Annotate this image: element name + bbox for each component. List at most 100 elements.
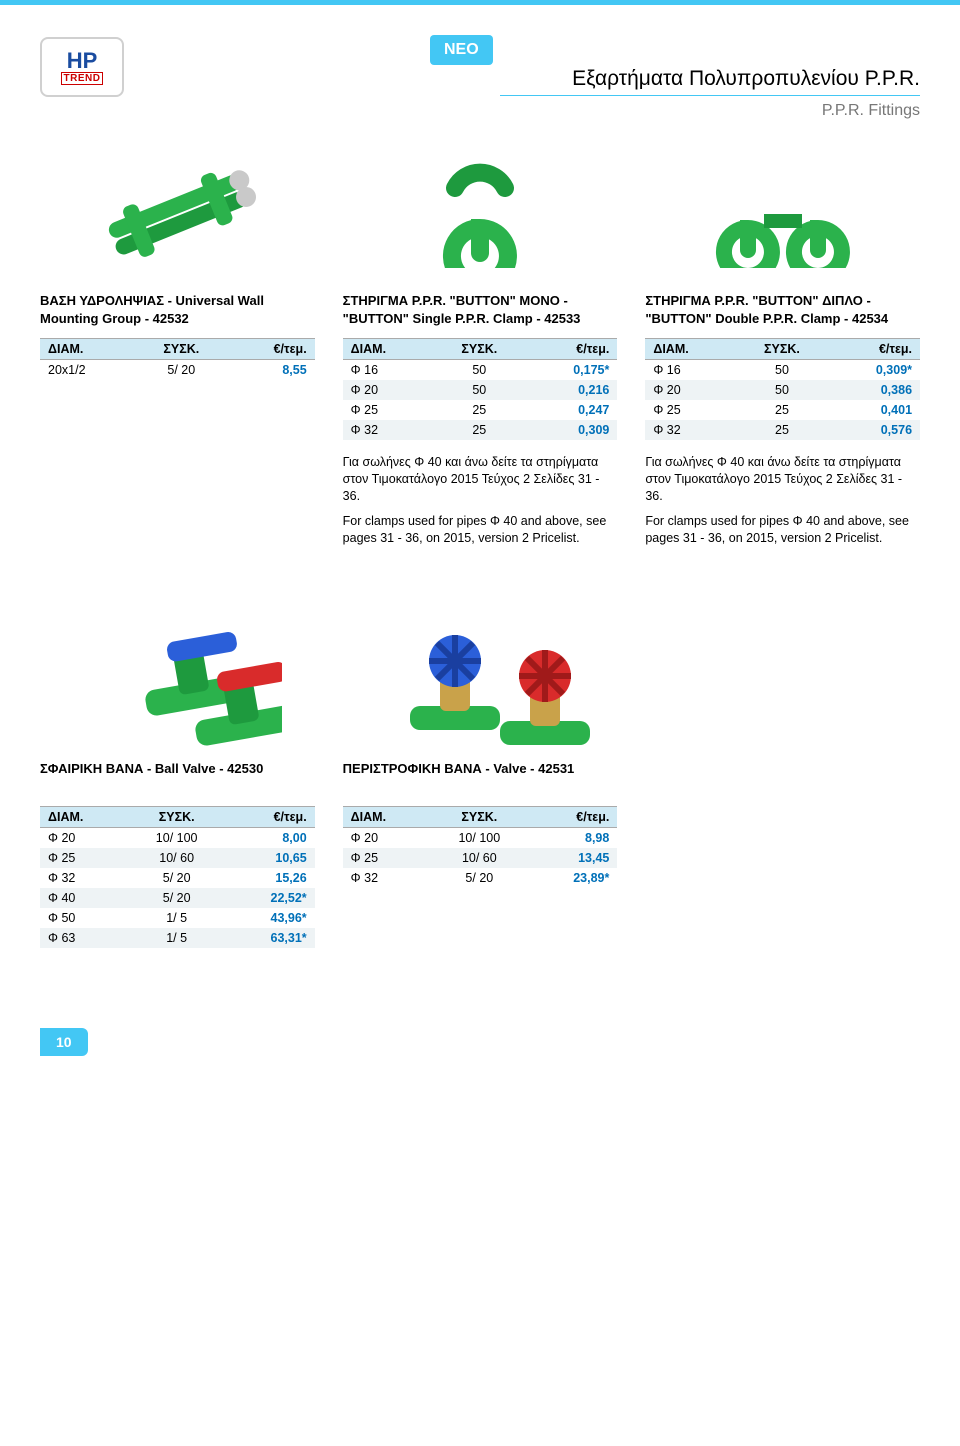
product-wall-mount: ΒΑΣΗ ΥΔΡΟΛΗΨΙΑΣ - Universal Wall Mountin…: [40, 138, 315, 546]
clamp-double-note-gr: Για σωλήνες Φ 40 και άνω δείτε τα στηρίγ…: [645, 454, 920, 505]
logo-bottom: TREND: [61, 72, 104, 85]
th-price: €/τεμ.: [828, 339, 920, 360]
cell-diam: Φ 32: [343, 868, 431, 888]
clamp-double-note-en: For clamps used for pipes Φ 40 and above…: [645, 513, 920, 547]
cell-price: 0,576: [828, 420, 920, 440]
wall-mount-icon: [40, 138, 315, 288]
cell-price: 8,55: [227, 360, 314, 381]
rot-valve-table: ΔΙΑΜ. ΣΥΣΚ. €/τεμ. Φ 2010/ 1008,98 Φ 251…: [343, 806, 618, 888]
header-row: HP TREND ΝΕΟ Εξαρτήματα Πολυπροπυλενίου …: [40, 37, 920, 120]
ball-valve-title: ΣΦΑΙΡΙΚΗ ΒΑΝΑ - Ball Valve - 42530: [40, 760, 315, 798]
clamp-double-icon: [645, 138, 920, 288]
cell-price: 0,401: [828, 400, 920, 420]
ball-valve-icon: [40, 606, 315, 756]
th-pack: ΣΥΣΚ.: [433, 339, 525, 360]
row-1: ΒΑΣΗ ΥΔΡΟΛΗΨΙΑΣ - Universal Wall Mountin…: [40, 138, 920, 546]
cell-pack: 10/ 60: [128, 848, 226, 868]
table-row: Φ 20500,386: [645, 380, 920, 400]
cell-diam: Φ 25: [343, 848, 431, 868]
page: HP TREND ΝΕΟ Εξαρτήματα Πολυπροπυλενίου …: [0, 5, 960, 1076]
table-row: Φ 405/ 2022,52*: [40, 888, 315, 908]
cell-pack: 50: [736, 360, 828, 381]
cell-pack: 10/ 100: [128, 828, 226, 849]
page-number: 10: [40, 1028, 88, 1056]
row-2: ΣΦΑΙΡΙΚΗ ΒΑΝΑ - Ball Valve - 42530 ΔΙΑΜ.…: [40, 606, 920, 948]
empty-col: [645, 606, 920, 948]
cell-pack: 25: [433, 400, 525, 420]
cell-price: 8,00: [226, 828, 315, 849]
clamp-single-title: ΣΤΗΡΙΓΜΑ P.P.R. "BUTTON" ΜΟΝΟ - "BUTTON"…: [343, 292, 618, 330]
th-diam: ΔΙΑΜ.: [40, 807, 128, 828]
product-clamp-single: ΣΤΗΡΙΓΜΑ P.P.R. "BUTTON" ΜΟΝΟ - "BUTTON"…: [343, 138, 618, 546]
th-pack: ΣΥΣΚ.: [736, 339, 828, 360]
table-row: Φ 325/ 2015,26: [40, 868, 315, 888]
page-titles: Εξαρτήματα Πολυπροπυλενίου P.P.R. P.P.R.…: [500, 67, 920, 120]
th-price: €/τεμ.: [528, 807, 617, 828]
cell-diam: Φ 63: [40, 928, 128, 948]
brand-logo: HP TREND: [40, 37, 124, 97]
cell-price: 13,45: [528, 848, 617, 868]
cell-diam: Φ 40: [40, 888, 128, 908]
cell-pack: 50: [433, 360, 525, 381]
cell-pack: 5/ 20: [128, 868, 226, 888]
th-diam: ΔΙΑΜ.: [40, 339, 135, 360]
clamp-double-table: ΔΙΑΜ. ΣΥΣΚ. €/τεμ. Φ 16500,309* Φ 20500,…: [645, 338, 920, 440]
cell-diam: Φ 25: [343, 400, 434, 420]
cell-price: 0,309: [525, 420, 617, 440]
cell-diam: Φ 32: [645, 420, 736, 440]
cell-pack: 50: [433, 380, 525, 400]
cell-pack: 10/ 100: [430, 828, 528, 849]
table-row: Φ 16500,175*: [343, 360, 618, 381]
cell-diam: Φ 20: [343, 380, 434, 400]
table-row: Φ 501/ 543,96*: [40, 908, 315, 928]
th-pack: ΣΥΣΚ.: [430, 807, 528, 828]
cell-price: 23,89*: [528, 868, 617, 888]
cell-pack: 5/ 20: [135, 360, 227, 381]
cell-diam: Φ 25: [40, 848, 128, 868]
table-row: Φ 2010/ 1008,00: [40, 828, 315, 849]
wall-mount-table: ΔΙΑΜ. ΣΥΣΚ. €/τεμ. 20x1/2 5/ 20 8,55: [40, 338, 315, 380]
cell-diam: Φ 16: [645, 360, 736, 381]
cell-price: 10,65: [226, 848, 315, 868]
cell-pack: 25: [736, 420, 828, 440]
table-row: Φ 2010/ 1008,98: [343, 828, 618, 849]
product-ball-valve: ΣΦΑΙΡΙΚΗ ΒΑΝΑ - Ball Valve - 42530 ΔΙΑΜ.…: [40, 606, 315, 948]
clamp-single-icon: [343, 138, 618, 288]
page-title-en: P.P.R. Fittings: [500, 96, 920, 120]
table-row: Φ 32250,576: [645, 420, 920, 440]
rot-valve-icon: [343, 606, 618, 756]
clamp-double-title: ΣΤΗΡΙΓΜΑ P.P.R. "BUTTON" ΔΙΠΛΟ - "BUTTON…: [645, 292, 920, 330]
cell-price: 22,52*: [226, 888, 315, 908]
cell-price: 63,31*: [226, 928, 315, 948]
cell-diam: Φ 20: [343, 828, 431, 849]
cell-diam: Φ 20: [40, 828, 128, 849]
ball-valve-table: ΔΙΑΜ. ΣΥΣΚ. €/τεμ. Φ 2010/ 1008,00 Φ 251…: [40, 806, 315, 948]
cell-price: 43,96*: [226, 908, 315, 928]
cell-pack: 10/ 60: [430, 848, 528, 868]
cell-price: 0,386: [828, 380, 920, 400]
product-rot-valve: ΠΕΡΙΣΤΡΟΦΙΚΗ ΒΑΝΑ - Valve - 42531 ΔΙΑΜ. …: [343, 606, 618, 948]
table-row: Φ 325/ 2023,89*: [343, 868, 618, 888]
cell-pack: 5/ 20: [128, 888, 226, 908]
cell-pack: 50: [736, 380, 828, 400]
cell-diam: Φ 32: [40, 868, 128, 888]
cell-price: 8,98: [528, 828, 617, 849]
table-row: Φ 2510/ 6013,45: [343, 848, 618, 868]
table-row: Φ 32250,309: [343, 420, 618, 440]
cell-price: 0,309*: [828, 360, 920, 381]
table-row: 20x1/2 5/ 20 8,55: [40, 360, 315, 381]
cell-pack: 25: [433, 420, 525, 440]
cell-pack: 1/ 5: [128, 908, 226, 928]
th-price: €/τεμ.: [226, 807, 315, 828]
product-clamp-double: ΣΤΗΡΙΓΜΑ P.P.R. "BUTTON" ΔΙΠΛΟ - "BUTTON…: [645, 138, 920, 546]
cell-price: 15,26: [226, 868, 315, 888]
cell-price: 0,216: [525, 380, 617, 400]
th-diam: ΔΙΑΜ.: [343, 339, 434, 360]
cell-price: 0,247: [525, 400, 617, 420]
th-pack: ΣΥΣΚ.: [135, 339, 227, 360]
th-diam: ΔΙΑΜ.: [343, 807, 431, 828]
cell-diam: Φ 32: [343, 420, 434, 440]
logo-top: HP: [67, 50, 98, 72]
clamp-single-note-en: For clamps used for pipes Φ 40 and above…: [343, 513, 618, 547]
page-title-gr: Εξαρτήματα Πολυπροπυλενίου P.P.R.: [500, 67, 920, 96]
